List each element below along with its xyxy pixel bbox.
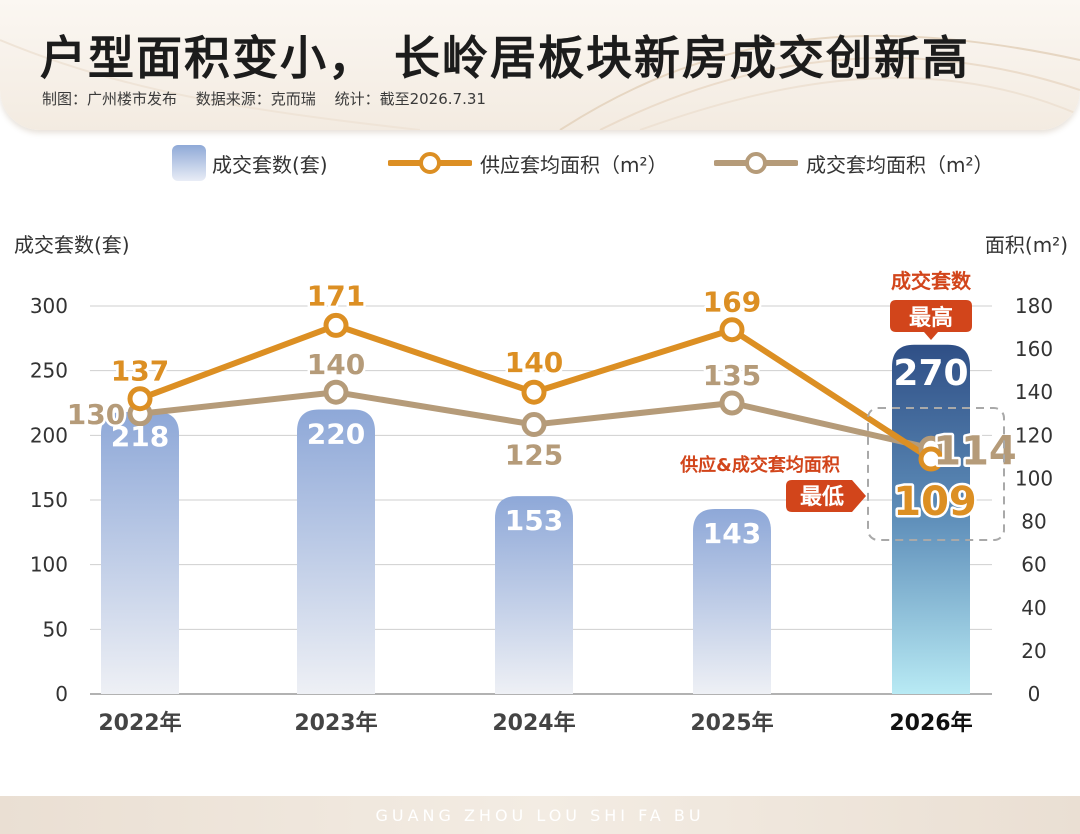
highest-badge-bg bbox=[890, 300, 972, 340]
right-tick-label: 40 bbox=[1021, 596, 1046, 620]
page-title: 户型面积变小， 长岭居板块新房成交创新高 bbox=[40, 31, 971, 85]
right-tick-label: 140 bbox=[1015, 380, 1053, 404]
bar-value-label: 218 bbox=[111, 420, 169, 453]
deal-value-label: 125 bbox=[505, 439, 563, 472]
supply-area-point bbox=[127, 386, 153, 412]
bar-value-label: 153 bbox=[505, 504, 563, 537]
right-tick-label: 100 bbox=[1015, 466, 1053, 490]
supply-area-point bbox=[323, 312, 349, 338]
x-tick-label: 2023年 bbox=[294, 710, 377, 736]
data-source: 数据来源：克而瑞 bbox=[195, 90, 316, 108]
left-tick-label: 100 bbox=[30, 553, 68, 577]
lowest-badge-bg bbox=[786, 480, 866, 512]
left-tick-label: 50 bbox=[43, 617, 68, 641]
bar bbox=[495, 496, 573, 694]
deal-value-label: 140 bbox=[307, 348, 365, 381]
header-decoration bbox=[0, 34, 1080, 130]
x-tick-label: 2026年 bbox=[889, 710, 972, 736]
combo-chart: 成交套数(套) 面积(m²) 0 50 100 150 200 250 300 0 20 40 60 80… bbox=[14, 233, 1068, 736]
deal-area-point bbox=[323, 379, 349, 405]
legend-bar-swatch bbox=[172, 145, 206, 181]
supply-value-label: 109 bbox=[893, 479, 977, 525]
supply-value-label: 140 bbox=[505, 346, 563, 379]
x-tick-label: 2024年 bbox=[492, 710, 575, 736]
bar-value-label: 220 bbox=[307, 417, 365, 450]
x-tick-label: 2022年 bbox=[98, 710, 181, 736]
right-tick-label: 60 bbox=[1021, 553, 1046, 577]
left-tick-label: 300 bbox=[30, 294, 68, 318]
stat-date: 统计：截至2026.7.31 bbox=[334, 90, 486, 108]
lowest-caption: 供应&成交套均面积 bbox=[679, 454, 840, 476]
right-tick-label: 160 bbox=[1015, 337, 1053, 361]
right-tick-label: 0 bbox=[1028, 682, 1041, 706]
footer-text: GUANG ZHOU LOU SHI FA BU bbox=[375, 805, 705, 825]
right-tick-label: 20 bbox=[1021, 639, 1046, 663]
supply-area-point bbox=[918, 446, 944, 472]
legend-bars-label: 成交套数(套) bbox=[212, 152, 328, 177]
lowest-badge-text: 最低 bbox=[800, 485, 844, 510]
bar bbox=[297, 409, 375, 694]
bar bbox=[101, 412, 179, 694]
highest-caption: 成交套数 bbox=[891, 269, 972, 293]
bar bbox=[693, 509, 771, 694]
deal-area-point bbox=[521, 412, 547, 438]
footer-banner: GUANG ZHOU LOU SHI FA BU bbox=[0, 796, 1080, 834]
legend-deal: 成交套均面积（m²） bbox=[714, 143, 994, 183]
deal-area-point bbox=[719, 390, 745, 416]
left-axis-title: 成交套数(套) bbox=[14, 233, 130, 257]
supply-value-label: 169 bbox=[703, 286, 761, 319]
chart-legend: 成交套数(套) 供应套均面积（m²） 成交套均面积（m²） bbox=[0, 143, 1080, 183]
bar-value-label: 270 bbox=[893, 353, 968, 394]
deal-value-label: 114 bbox=[933, 428, 1017, 474]
left-tick-label: 0 bbox=[55, 682, 68, 706]
right-axis-title: 面积(m²) bbox=[985, 233, 1068, 257]
left-tick-label: 150 bbox=[30, 488, 68, 512]
highlight-box bbox=[867, 407, 1005, 541]
page-subtitle: 制图：广州楼市发布 数据来源：克而瑞 统计：截至2026.7.31 bbox=[42, 88, 500, 109]
x-tick-label: 2025年 bbox=[690, 710, 773, 736]
left-tick-label: 250 bbox=[30, 359, 68, 383]
highest-badge-text: 最高 bbox=[909, 305, 953, 331]
legend-supply-swatch bbox=[388, 152, 472, 174]
supply-area-point bbox=[719, 317, 745, 343]
legend-supply: 供应套均面积（m²） bbox=[388, 143, 668, 183]
right-tick-label: 80 bbox=[1021, 510, 1046, 534]
legend-deal-swatch bbox=[714, 152, 798, 174]
supply-area-point bbox=[521, 379, 547, 405]
right-tick-label: 180 bbox=[1015, 294, 1053, 318]
bar bbox=[892, 344, 970, 694]
maker-credit: 制图：广州楼市发布 bbox=[42, 90, 178, 108]
header-banner: 户型面积变小， 长岭居板块新房成交创新高 制图：广州楼市发布 数据来源：克而瑞 … bbox=[0, 0, 1080, 130]
legend-bars: 成交套数(套) bbox=[172, 143, 328, 183]
left-tick-label: 200 bbox=[30, 423, 68, 447]
supply-value-label: 137 bbox=[111, 355, 169, 388]
deal-value-label: 135 bbox=[703, 359, 761, 392]
right-tick-label: 120 bbox=[1015, 423, 1053, 447]
legend-deal-label: 成交套均面积（m²） bbox=[806, 152, 994, 177]
deal-value-label: 130 bbox=[67, 398, 125, 431]
bar-value-label: 143 bbox=[703, 517, 761, 550]
supply-value-label: 171 bbox=[307, 279, 365, 312]
legend-supply-label: 供应套均面积（m²） bbox=[480, 152, 668, 177]
